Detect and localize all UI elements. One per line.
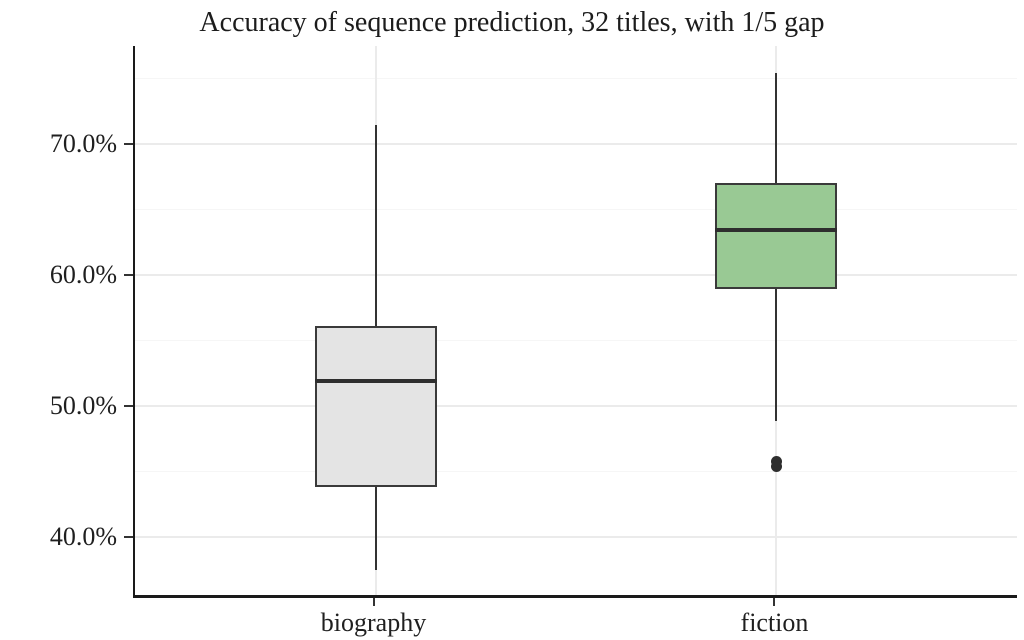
- x-tick-label-biography: biography: [320, 608, 427, 637]
- gridline-minor-65: [135, 208, 1017, 210]
- y-tick-mark-70: [124, 142, 133, 145]
- whisker-high-fiction: [775, 72, 778, 184]
- y-tick-mark-50: [124, 405, 133, 408]
- gridline-major-40: [135, 536, 1017, 539]
- x-tick-mark-fiction: [773, 598, 776, 606]
- y-tick-mark-40: [124, 536, 133, 539]
- plot-area: [133, 46, 1017, 598]
- chart-title: Accuracy of sequence prediction, 32 titl…: [199, 7, 825, 38]
- outlier-fiction-1: [770, 455, 782, 467]
- gridline-major-70: [135, 142, 1017, 145]
- whisker-low-biography: [374, 487, 377, 571]
- gridline-major-60: [135, 273, 1017, 276]
- y-tick-label-60: 60.0%: [49, 259, 117, 289]
- median-biography: [314, 379, 437, 384]
- gridline-minor-55: [135, 340, 1017, 341]
- y-tick-mark-60: [124, 273, 133, 276]
- y-tick-label-50: 50.0%: [49, 391, 117, 421]
- whisker-high-biography: [374, 125, 377, 327]
- box-fiction: [715, 183, 838, 290]
- x-tick-mark-biography: [372, 598, 375, 606]
- x-tick-label-fiction: fiction: [740, 608, 809, 637]
- gridline-minor-75: [135, 77, 1017, 79]
- y-tick-label-40: 40.0%: [49, 522, 117, 552]
- y-tick-label-70: 70.0%: [49, 128, 117, 158]
- median-fiction: [715, 228, 838, 233]
- whisker-low-fiction: [775, 289, 778, 421]
- gridline-minor-45: [135, 471, 1017, 473]
- gridline-major-50: [135, 405, 1017, 408]
- box-biography: [314, 326, 437, 488]
